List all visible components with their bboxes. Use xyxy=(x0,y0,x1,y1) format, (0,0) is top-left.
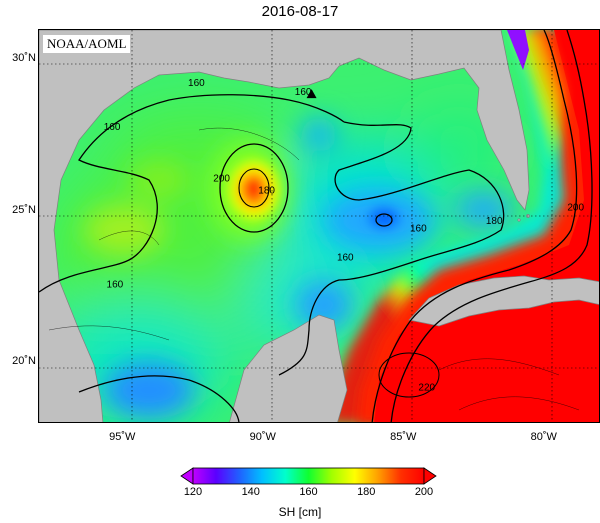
latitude-tick-label: 30˚N xyxy=(12,52,36,65)
colorbar xyxy=(180,467,437,485)
longitude-tick-label: 90˚W xyxy=(249,431,276,443)
latitude-tick-label: 25˚N xyxy=(12,203,36,216)
colorbar-high-arrow xyxy=(423,467,437,485)
contour-label: 200 xyxy=(213,174,230,185)
contour-label: 160 xyxy=(188,78,205,89)
sea-height-map: 160 160 160 200 180 160 180 200 160 160 220 xyxy=(39,30,599,422)
colorbar-tick-label: 140 xyxy=(241,486,260,498)
landmass xyxy=(39,30,599,422)
contour-label: 160 xyxy=(410,224,427,235)
contour-label: 220 xyxy=(418,383,435,394)
colorbar-bar xyxy=(192,467,425,485)
contour-label: 180 xyxy=(258,186,275,197)
colorbar-tick-label: 120 xyxy=(183,486,203,498)
map-panel: 160 160 160 200 180 160 180 200 160 160 220 xyxy=(38,29,600,423)
contour-label: 160 xyxy=(104,122,121,133)
colorbar-low-arrow xyxy=(180,467,194,485)
map-title: 2016-08-17 xyxy=(261,3,339,20)
contour-label: 200 xyxy=(567,202,584,213)
latitude-tick-label: 20˚N xyxy=(12,355,36,368)
agency-label: NOAA/AOML xyxy=(43,35,131,53)
graticule xyxy=(39,30,599,422)
colorbar-tick-label: 200 xyxy=(414,486,434,498)
longitude-tick-label: 85˚W xyxy=(390,431,417,443)
buoy-marker-icon xyxy=(306,89,317,99)
colorbar-tick-label: 180 xyxy=(357,486,376,498)
contour-label: 160 xyxy=(295,87,312,98)
colorbar-label: SH [cm] xyxy=(278,505,322,519)
longitude-tick-label: 80˚W xyxy=(530,431,557,443)
longitude-tick-label: 95˚W xyxy=(109,431,136,443)
contour-lines xyxy=(39,30,593,422)
contour-label: 160 xyxy=(337,252,354,263)
contour-label: 160 xyxy=(107,280,124,291)
contour-label: 180 xyxy=(486,216,503,227)
colorbar-tick-label: 160 xyxy=(299,486,318,498)
